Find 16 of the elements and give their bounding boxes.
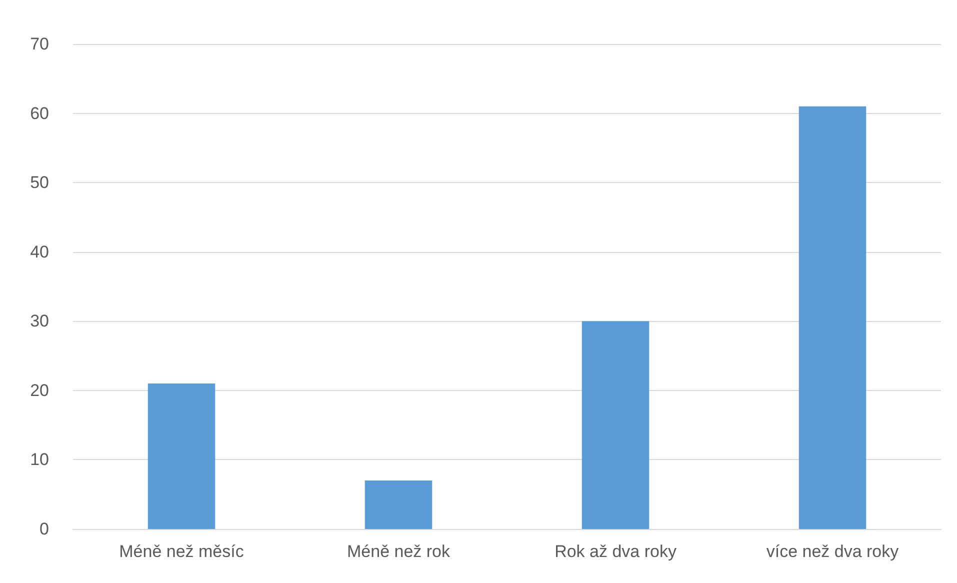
y-tick-label: 40 bbox=[30, 242, 49, 262]
bar bbox=[148, 384, 216, 529]
y-tick-label: 70 bbox=[30, 34, 49, 54]
bar bbox=[798, 106, 866, 529]
y-tick-label: 50 bbox=[30, 173, 49, 192]
x-tick-label: Rok až dva roky bbox=[554, 542, 677, 561]
y-tick-label: 10 bbox=[30, 450, 49, 470]
y-tick-label: 60 bbox=[30, 104, 49, 123]
y-tick-label: 0 bbox=[40, 520, 49, 538]
bar bbox=[582, 321, 650, 529]
x-tick-label: Méně než rok bbox=[347, 542, 450, 561]
y-tick-label: 20 bbox=[30, 380, 49, 400]
bar bbox=[364, 480, 432, 529]
x-tick-label: více než dva roky bbox=[766, 542, 900, 561]
y-tick-label: 30 bbox=[30, 312, 49, 331]
x-tick-label: Méně než měsíc bbox=[119, 542, 244, 561]
